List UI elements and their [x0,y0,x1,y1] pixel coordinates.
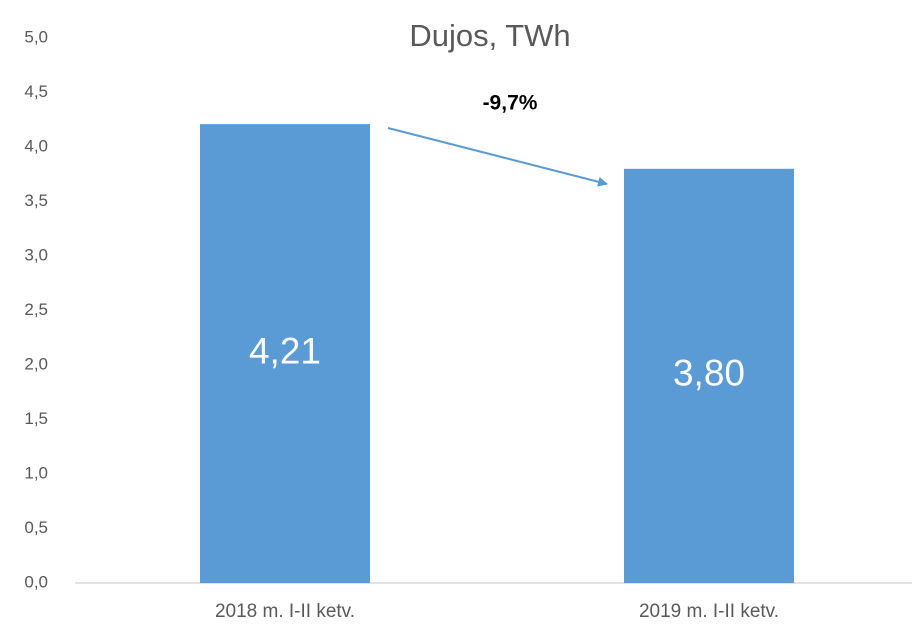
y-tick-label: 0,0 [24,572,48,591]
x-tick-label: 2019 m. I-II ketv. [639,601,779,622]
value-label: 3,80 [673,353,745,394]
chart-title: Dujos, TWh [409,18,570,53]
arrow [387,127,608,187]
bar [200,124,370,584]
y-tick-label: 0,5 [24,518,48,537]
y-tick-label: 1,0 [24,463,48,482]
annotation: -9,7% [483,92,538,115]
y-tick-label: 3,5 [24,191,48,210]
y-tick-label: 4,5 [24,82,48,101]
y-tick-label: 5,0 [24,27,48,46]
y-tick-label: 2,0 [24,354,48,373]
y-tick-label: 4,0 [24,136,48,155]
value-label: 4,21 [249,330,321,371]
y-tick-label: 1,5 [24,409,48,428]
x-tick-label: 2018 m. I-II ketv. [215,601,355,622]
y-tick-label: 2,5 [24,300,48,319]
y-tick-label: 3,0 [24,245,48,264]
bar [624,168,794,584]
